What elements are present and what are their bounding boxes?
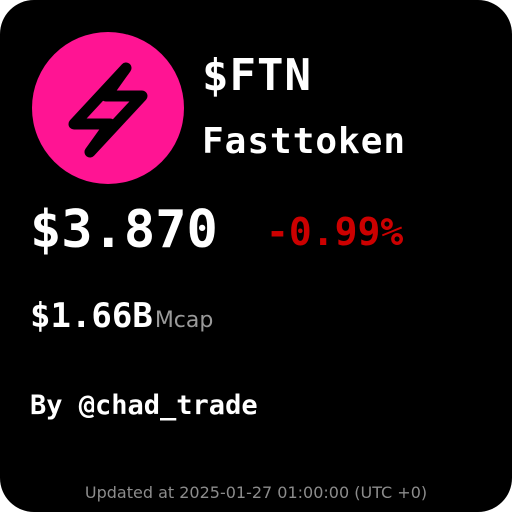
token-logo	[32, 32, 184, 184]
updated-timestamp: Updated at 2025-01-27 01:00:00 (UTC +0)	[84, 483, 428, 502]
market-cap: $1.66BMcap	[30, 296, 213, 336]
token-symbol: $FTN	[202, 50, 312, 101]
market-cap-value: $1.66B	[30, 296, 153, 336]
lightning-bolt-icon	[68, 62, 148, 158]
author-credit: By @chad_trade	[30, 390, 258, 421]
price-change: -0.99%	[266, 210, 404, 254]
token-name: Fasttoken	[202, 121, 407, 162]
token-price: $3.870	[30, 200, 218, 260]
market-cap-label: Mcap	[154, 308, 214, 333]
